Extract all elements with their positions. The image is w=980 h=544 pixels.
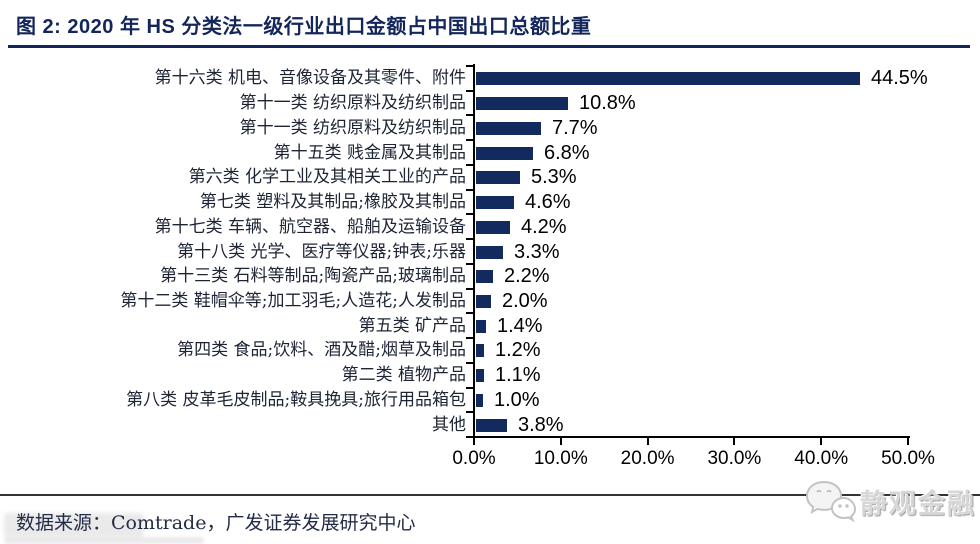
- category-label: 第十六类 机电、音像设备及其零件、附件: [154, 68, 466, 89]
- category-label: 第十一类 纺织原料及纺织制品: [239, 117, 466, 138]
- value-label: 1.4%: [497, 314, 543, 337]
- value-label: 5.3%: [531, 166, 577, 189]
- x-tick-label: 50.0%: [881, 448, 935, 469]
- value-label: 1.0%: [494, 388, 540, 411]
- x-tick-label: 20.0%: [620, 448, 675, 469]
- category-label: 第二类 植物产品: [341, 365, 466, 386]
- value-label: 10.8%: [579, 92, 636, 115]
- x-tick: [733, 438, 736, 445]
- y-tick: [466, 65, 473, 67]
- bar: [476, 121, 541, 135]
- value-label: 6.8%: [544, 141, 590, 164]
- y-tick: [466, 213, 473, 216]
- y-tick: [466, 262, 473, 265]
- bar: [476, 369, 484, 383]
- bar: [476, 146, 533, 160]
- value-label: 3.3%: [514, 240, 560, 263]
- x-tick: [559, 438, 562, 445]
- watermark-strip: [4, 537, 204, 544]
- x-tick-label: 30.0%: [707, 448, 762, 469]
- bar: [476, 97, 568, 111]
- category-label: 第十五类 贱金属及其制品: [273, 142, 466, 163]
- brand-logo: 静观金融: [804, 476, 976, 526]
- y-tick: [466, 89, 473, 92]
- x-tick: [820, 438, 823, 445]
- bar: [476, 72, 860, 86]
- x-axis: [473, 436, 910, 438]
- wechat-chat-bubbles-icon: [804, 478, 857, 524]
- figure-title: 图 2: 2020 年 HS 分类法一级行业出口金额占中国出口总额比重: [16, 16, 592, 38]
- y-tick: [466, 361, 473, 364]
- y-tick: [466, 238, 473, 241]
- category-label: 其他: [432, 414, 466, 435]
- y-tick: [466, 287, 473, 290]
- footer-divider: [0, 494, 980, 496]
- y-tick: [466, 386, 473, 389]
- y-tick: [466, 163, 473, 166]
- x-tick-label: 10.0%: [533, 448, 588, 469]
- category-label: 第十七类 车辆、航空器、船舶及运输设备: [154, 216, 466, 237]
- category-label: 第十八类 光学、医疗等仪器;钟表;乐器: [177, 241, 466, 262]
- category-label: 第十三类 石料等制品;陶瓷产品;玻璃制品: [160, 266, 466, 287]
- y-tick: [466, 188, 473, 191]
- y-tick: [466, 436, 473, 438]
- bar: [476, 245, 503, 259]
- category-label: 第八类 皮革毛皮制品;鞍具挽具;旅行用品箱包: [126, 389, 466, 410]
- value-label: 7.7%: [552, 116, 598, 139]
- y-tick: [466, 337, 473, 340]
- y-tick: [466, 139, 473, 142]
- x-tick-label: 0.0%: [452, 448, 496, 469]
- title-underline: [8, 45, 970, 48]
- value-label: 1.2%: [495, 339, 541, 362]
- category-label: 第六类 化学工业及其相关工业的产品: [188, 167, 466, 188]
- source-note: 数据来源：Comtrade，广发证券发展研究中心: [16, 512, 416, 534]
- x-tick: [473, 438, 475, 445]
- bar: [476, 294, 491, 308]
- value-label: 44.5%: [871, 67, 928, 90]
- bar: [476, 270, 493, 284]
- bar: [476, 393, 483, 407]
- y-tick: [466, 411, 473, 414]
- value-label: 2.2%: [504, 265, 550, 288]
- bar: [476, 319, 486, 333]
- y-tick: [466, 312, 473, 315]
- bar: [476, 171, 520, 185]
- bar: [476, 196, 514, 210]
- value-label: 3.8%: [518, 413, 564, 436]
- value-label: 2.0%: [502, 289, 548, 312]
- value-label: 4.6%: [525, 191, 571, 214]
- value-label: 4.2%: [521, 215, 567, 238]
- category-label: 第五类 矿产品: [358, 315, 466, 336]
- x-tick: [907, 438, 909, 445]
- x-tick-label: 40.0%: [794, 448, 849, 469]
- y-tick: [466, 114, 473, 117]
- brand-logo-text: 静观金融: [860, 488, 976, 520]
- bar: [476, 220, 510, 234]
- bar: [476, 344, 484, 358]
- category-label: 第七类 塑料及其制品;橡胶及其制品: [199, 192, 466, 213]
- y-axis: [473, 64, 475, 439]
- x-tick: [646, 438, 649, 445]
- category-label: 第十二类 鞋帽伞等;加工羽毛;人造花;人发制品: [120, 290, 466, 311]
- bar: [476, 418, 507, 432]
- value-label: 1.1%: [495, 364, 541, 387]
- category-label: 第十一类 纺织原料及纺织制品: [239, 93, 466, 114]
- watermark: [4, 513, 144, 537]
- category-label: 第四类 食品;饮料、酒及醋;烟草及制品: [177, 340, 466, 361]
